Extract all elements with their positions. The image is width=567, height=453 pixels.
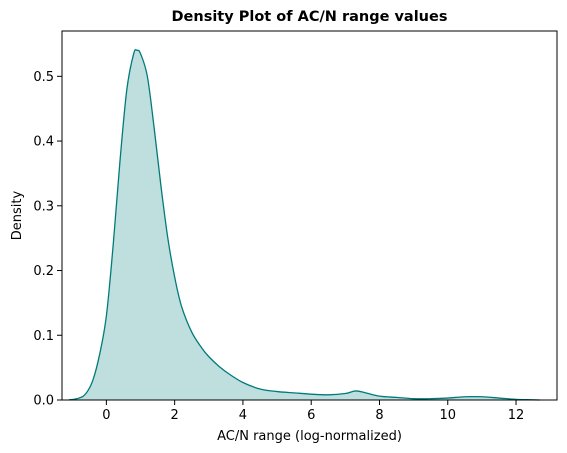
y-tick-label: 0.0	[33, 394, 54, 409]
x-tick-label: 8	[375, 408, 383, 423]
x-tick-label: 4	[239, 408, 247, 423]
y-tick-label: 0.1	[33, 329, 54, 344]
y-tick-label: 0.4	[33, 135, 54, 150]
chart-title: Density Plot of AC/N range values	[172, 9, 448, 25]
x-tick-label: 2	[171, 408, 179, 423]
plot-area	[68, 48, 540, 401]
density-line	[68, 48, 540, 401]
axis-ticks: 0 2 4 6 8 10 12 0.0 0.1 0.2 0.3 0.4 0.5	[33, 70, 524, 423]
density-area-fill	[68, 49, 540, 401]
y-tick-label: 0.2	[33, 264, 54, 279]
x-tick-label: 12	[508, 408, 525, 423]
y-tick-label: 0.3	[33, 199, 54, 214]
plot-frame	[61, 30, 558, 401]
x-tick-label: 0	[102, 408, 110, 423]
x-tick-label: 10	[439, 408, 456, 423]
x-tick-label: 6	[307, 408, 315, 423]
y-tick-label: 0.5	[33, 70, 54, 85]
x-axis-title: AC/N range (log-normalized)	[217, 429, 402, 444]
y-axis-title: Density	[10, 190, 25, 240]
